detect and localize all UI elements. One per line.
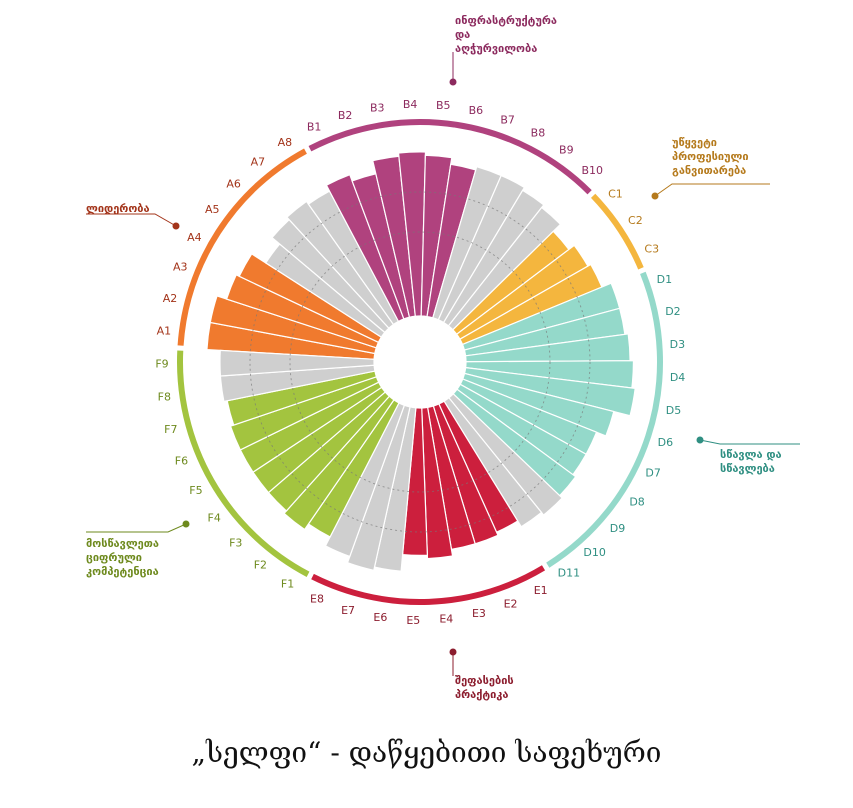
tick-label-D6: D6 [658, 436, 673, 449]
tick-label-F7: F7 [164, 423, 177, 436]
tick-label-D8: D8 [629, 495, 644, 508]
tick-label-B6: B6 [469, 104, 484, 117]
tick-label-D1: D1 [657, 273, 672, 286]
tick-label-E3: E3 [472, 607, 486, 620]
tick-label-A8: A8 [278, 136, 293, 149]
tick-label-E8: E8 [310, 593, 324, 606]
tick-label-D4: D4 [670, 371, 685, 384]
callout-label-E: შეფასების პრაქტიკა [455, 674, 514, 701]
tick-label-B1: B1 [307, 121, 322, 134]
tick-label-F3: F3 [229, 537, 242, 550]
tick-label-C2: C2 [628, 214, 643, 227]
tick-label-A4: A4 [187, 231, 202, 244]
tick-label-D11: D11 [558, 567, 580, 580]
tick-label-B4: B4 [403, 98, 418, 111]
tick-label-D2: D2 [665, 305, 680, 318]
tick-label-B10: B10 [582, 164, 604, 177]
tick-label-E4: E4 [439, 613, 453, 626]
callout-dot-F [182, 520, 190, 528]
callout-line-A [86, 213, 177, 227]
tick-label-D7: D7 [645, 467, 660, 480]
tick-label-F5: F5 [189, 484, 202, 497]
tick-label-E7: E7 [341, 604, 355, 617]
tick-label-D9: D9 [610, 522, 625, 535]
callout-dot-C [651, 192, 659, 200]
callout-label-B: ინფრასტრუქტურა და აღჭურვილობა [455, 14, 557, 55]
group-ring-E [311, 565, 546, 605]
center-hole [374, 316, 466, 408]
grid-layer [249, 191, 591, 533]
tick-label-B8: B8 [531, 127, 546, 140]
chart-caption: „სელფი“ - დაწყებითი საფეხური [191, 736, 662, 769]
callout-label-F: მოსწავლეთა ციფრული კომპეტენცია [86, 537, 159, 578]
callout-label-D: სწავლა და სწავლება [720, 448, 782, 475]
tick-label-A2: A2 [163, 292, 178, 305]
tick-label-F9: F9 [155, 358, 168, 371]
tick-label-D10: D10 [583, 546, 605, 559]
callout-line-D [699, 439, 800, 445]
tick-label-B9: B9 [559, 144, 574, 157]
tick-label-F4: F4 [208, 512, 221, 525]
callout-line-F [86, 523, 187, 533]
group-callouts-layer: ლიდერობა ინფრასტრუქტურა და აღჭურვილობა უწყვე… [86, 14, 800, 701]
tick-label-A7: A7 [251, 155, 266, 168]
callout-dot-B [449, 78, 457, 86]
tick-label-B2: B2 [338, 109, 353, 122]
tick-label-A1: A1 [157, 325, 172, 338]
tick-label-A6: A6 [226, 178, 241, 191]
tick-label-D3: D3 [670, 338, 685, 351]
group-ring-B [308, 119, 592, 195]
group-ring-C [590, 193, 644, 270]
tick-label-F6: F6 [175, 454, 188, 467]
callout-dot-A [172, 222, 180, 230]
group-ring-F [177, 350, 310, 577]
tick-label-D5: D5 [666, 404, 681, 417]
tick-label-E2: E2 [504, 598, 518, 611]
tick-label-E6: E6 [373, 611, 387, 624]
callout-dot-E [449, 648, 457, 656]
grid-circle-2 [249, 191, 591, 533]
callout-line-C [654, 183, 770, 197]
tick-label-B7: B7 [500, 113, 515, 126]
tick-label-E5: E5 [406, 614, 420, 627]
tick-label-F2: F2 [254, 559, 267, 572]
group-ring-A [177, 148, 307, 346]
tick-label-F8: F8 [158, 391, 171, 404]
group-rings-layer [177, 119, 663, 605]
tick-labels-layer: A1 A2 A3 A4 A5 A6 A7 A8 B1 B2 B3 B4 B5 B6 B7 B8 B9 B10 C1 C… [155, 98, 685, 627]
tick-label-C3: C3 [644, 243, 659, 256]
callout-label-A: ლიდერობა [86, 202, 150, 215]
tick-label-C1: C1 [608, 188, 623, 201]
tick-label-A5: A5 [205, 203, 220, 216]
tick-label-F1: F1 [281, 577, 294, 590]
group-ring-D [546, 271, 663, 568]
tick-label-A3: A3 [173, 261, 188, 274]
tick-label-E1: E1 [534, 584, 548, 597]
tick-label-B5: B5 [436, 99, 451, 112]
callout-dot-D [696, 436, 704, 444]
callout-label-C: უწყვეტი პროფესიული განვითარება [672, 136, 749, 177]
grid-circle-1 [289, 231, 551, 493]
tick-label-B3: B3 [370, 102, 385, 115]
